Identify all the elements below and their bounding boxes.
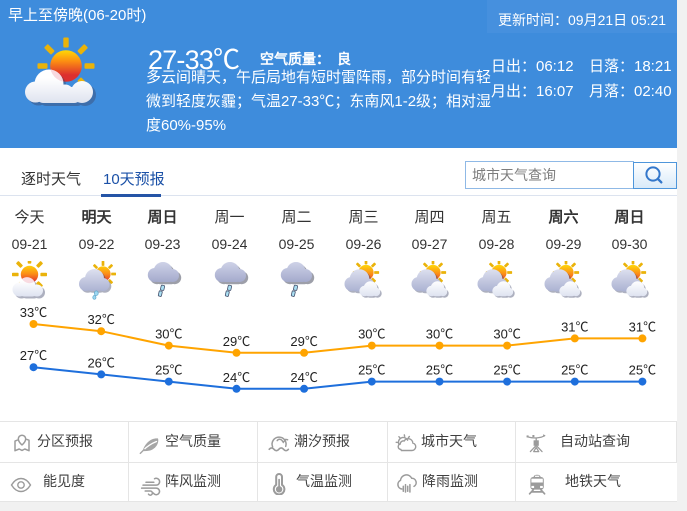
svg-text:24℃: 24℃ bbox=[290, 370, 317, 385]
svg-text:29℃: 29℃ bbox=[223, 334, 250, 349]
svg-text:32℃: 32℃ bbox=[87, 312, 114, 327]
svg-text:25℃: 25℃ bbox=[426, 363, 453, 378]
svg-text:30℃: 30℃ bbox=[358, 327, 385, 342]
svg-text:30℃: 30℃ bbox=[155, 327, 182, 342]
svg-text:30℃: 30℃ bbox=[426, 327, 453, 342]
svg-text:26℃: 26℃ bbox=[87, 355, 114, 370]
svg-text:29℃: 29℃ bbox=[290, 334, 317, 349]
svg-text:25℃: 25℃ bbox=[155, 363, 182, 378]
svg-text:27℃: 27℃ bbox=[20, 348, 47, 363]
svg-text:25℃: 25℃ bbox=[629, 363, 656, 378]
svg-text:25℃: 25℃ bbox=[493, 363, 520, 378]
svg-text:25℃: 25℃ bbox=[358, 363, 385, 378]
svg-text:25℃: 25℃ bbox=[561, 363, 588, 378]
svg-text:31℃: 31℃ bbox=[629, 319, 656, 334]
svg-text:30℃: 30℃ bbox=[493, 327, 520, 342]
svg-text:33℃: 33℃ bbox=[20, 305, 47, 320]
svg-text:31℃: 31℃ bbox=[561, 319, 588, 334]
svg-text:24℃: 24℃ bbox=[223, 370, 250, 385]
